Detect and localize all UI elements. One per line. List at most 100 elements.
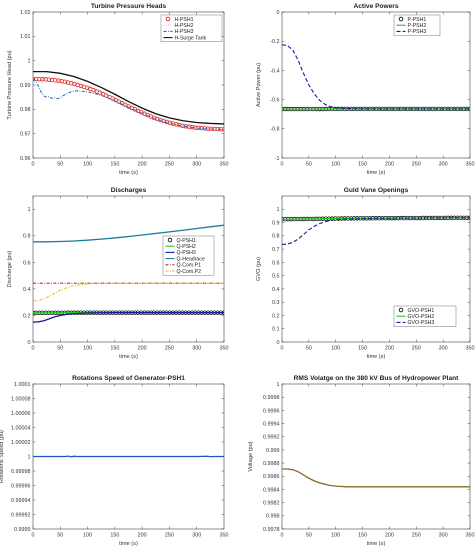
x-tick-label: 0 — [32, 533, 35, 539]
y-tick-label: 0.8 — [23, 234, 31, 240]
y-tick-label: 0.9 — [272, 220, 280, 226]
y-tick-label: 1.00008 — [11, 396, 31, 402]
legend-label: H-PSH1 — [175, 17, 194, 23]
y-tick-label: 0.5 — [272, 274, 280, 280]
data-point — [40, 77, 45, 82]
legend-label: Q-PSH1 — [177, 238, 196, 244]
chart-title: Active Powers — [353, 3, 398, 10]
y-tick-label: 0.3 — [272, 300, 280, 306]
x-tick-label: 300 — [439, 162, 448, 168]
x-tick-label: 250 — [165, 162, 174, 168]
x-tick-label: 50 — [57, 533, 63, 539]
series-group — [33, 70, 224, 132]
y-tick-label: 0.9994 — [263, 421, 280, 427]
y-tick-label: 0.4 — [272, 287, 280, 293]
x-axis-label: time (s) — [119, 354, 138, 360]
legend-swatch — [398, 307, 404, 313]
chart-p5: Rotations Speed of Generator-PSH1 0 50 100 1… — [0, 375, 229, 547]
x-tick-label: 200 — [385, 533, 394, 539]
x-tick-label: 250 — [412, 346, 421, 352]
y-tick-label: 0.97 — [20, 132, 31, 138]
y-tick-label: 1 — [28, 59, 31, 65]
chart-p1: Turbine Pressure Heads 0 50 100 150 200 250 300… — [7, 3, 229, 176]
data-point — [33, 76, 36, 82]
y-tick-label: 0.9999 — [14, 527, 31, 533]
chart-title: Turbine Pressure Heads — [91, 3, 167, 10]
y-tick-label: 1.01 — [20, 34, 31, 40]
y-tick-label: 0.96 — [20, 156, 31, 162]
series-h-psh1 — [33, 76, 224, 132]
x-tick-label: 250 — [412, 162, 421, 168]
y-axis-label: Active Power (pu) — [256, 63, 262, 107]
series-q-psh3 — [33, 312, 224, 323]
x-tick-label: 350 — [466, 162, 475, 168]
y-axis-label: Voltage (pu) — [248, 441, 254, 471]
x-tick-label: 300 — [192, 533, 201, 539]
y-tick-label: 1.00004 — [11, 425, 31, 431]
y-tick-label: 1 — [28, 454, 31, 460]
y-axis-label: GVO (pu) — [256, 257, 262, 281]
legend-box — [162, 235, 215, 276]
legend-label: GVO-PSH3 — [408, 320, 435, 326]
legend-box — [393, 14, 441, 36]
x-tick-label: 350 — [220, 533, 229, 539]
x-axis-label: time (s) — [119, 170, 138, 176]
x-tick-label: 150 — [110, 346, 119, 352]
y-tick-label: 0.2 — [272, 313, 280, 319]
x-tick-label: 100 — [331, 346, 340, 352]
legend-label: GVO-PSH2 — [408, 314, 435, 320]
legend-label: Q-PSH2 — [177, 244, 196, 250]
y-tick-label: 0.999 — [266, 448, 280, 454]
y-tick-label: 0.99998 — [11, 469, 31, 475]
legend-label: H-PSH2 — [175, 23, 194, 29]
legend-label: H-Surge Tank — [175, 35, 207, 41]
y-tick-label: 0 — [277, 10, 280, 16]
series-group — [33, 224, 224, 323]
x-tick-label: 300 — [439, 346, 448, 352]
legend-label: H-PSH3 — [175, 29, 194, 35]
chart-title: Guld Vane Openings — [344, 187, 409, 194]
x-tick-label: 350 — [220, 162, 229, 168]
legend-swatch — [167, 237, 173, 243]
x-tick-label: 350 — [466, 533, 475, 539]
y-tick-label: 0.98 — [20, 107, 31, 113]
y-tick-label: 0.9984 — [263, 487, 280, 493]
x-tick-label: 300 — [192, 346, 201, 352]
series-group — [282, 215, 470, 245]
x-tick-label: 200 — [138, 533, 147, 539]
chart-title: Discharges — [111, 187, 147, 194]
plot-area — [281, 383, 471, 530]
y-tick-label: 0.9996 — [263, 408, 280, 414]
legend-label: GVO-PSH1 — [408, 308, 435, 314]
x-tick-label: 50 — [57, 346, 63, 352]
series-line — [33, 455, 224, 458]
series-h-psh3 — [33, 78, 224, 131]
x-tick-label: 350 — [220, 346, 229, 352]
chart-title: RMS Volatge on the 380 kV Bus of Hydropo… — [294, 375, 460, 382]
x-tick-label: 150 — [110, 533, 119, 539]
x-tick-label: 150 — [110, 162, 119, 168]
y-tick-label: 1.00002 — [11, 440, 31, 446]
x-tick-label: 100 — [331, 162, 340, 168]
x-tick-label: 150 — [358, 533, 367, 539]
x-tick-label: 100 — [83, 533, 92, 539]
series-h-surge tank — [33, 70, 224, 125]
legend-swatch — [398, 16, 404, 22]
y-tick-label: 0.9988 — [263, 461, 280, 467]
y-tick-label: 0.4 — [23, 287, 31, 293]
y-tick-label: -0.4 — [270, 68, 279, 74]
y-tick-label: 1.02 — [20, 10, 31, 16]
y-tick-label: 0.9978 — [263, 527, 280, 533]
x-tick-label: 50 — [306, 346, 312, 352]
chart-p2: Active Powers 0 50 100 150 200 250 300 350 -1 -0.8… — [256, 3, 475, 176]
legend: Q-PSH1Q-PSH2Q-PSH3Q-HeadraceQ-Com.P1Q-Co… — [162, 235, 215, 276]
chart-p6: RMS Volatge on the 380 kV Bus of Hydropo… — [248, 375, 475, 547]
y-tick-label: 0.9986 — [263, 474, 280, 480]
series-group — [282, 44, 470, 112]
x-axis-label: time (s) — [119, 541, 138, 547]
y-tick-label: 0.99996 — [11, 483, 31, 489]
legend-label: P-PSH2 — [408, 23, 427, 29]
